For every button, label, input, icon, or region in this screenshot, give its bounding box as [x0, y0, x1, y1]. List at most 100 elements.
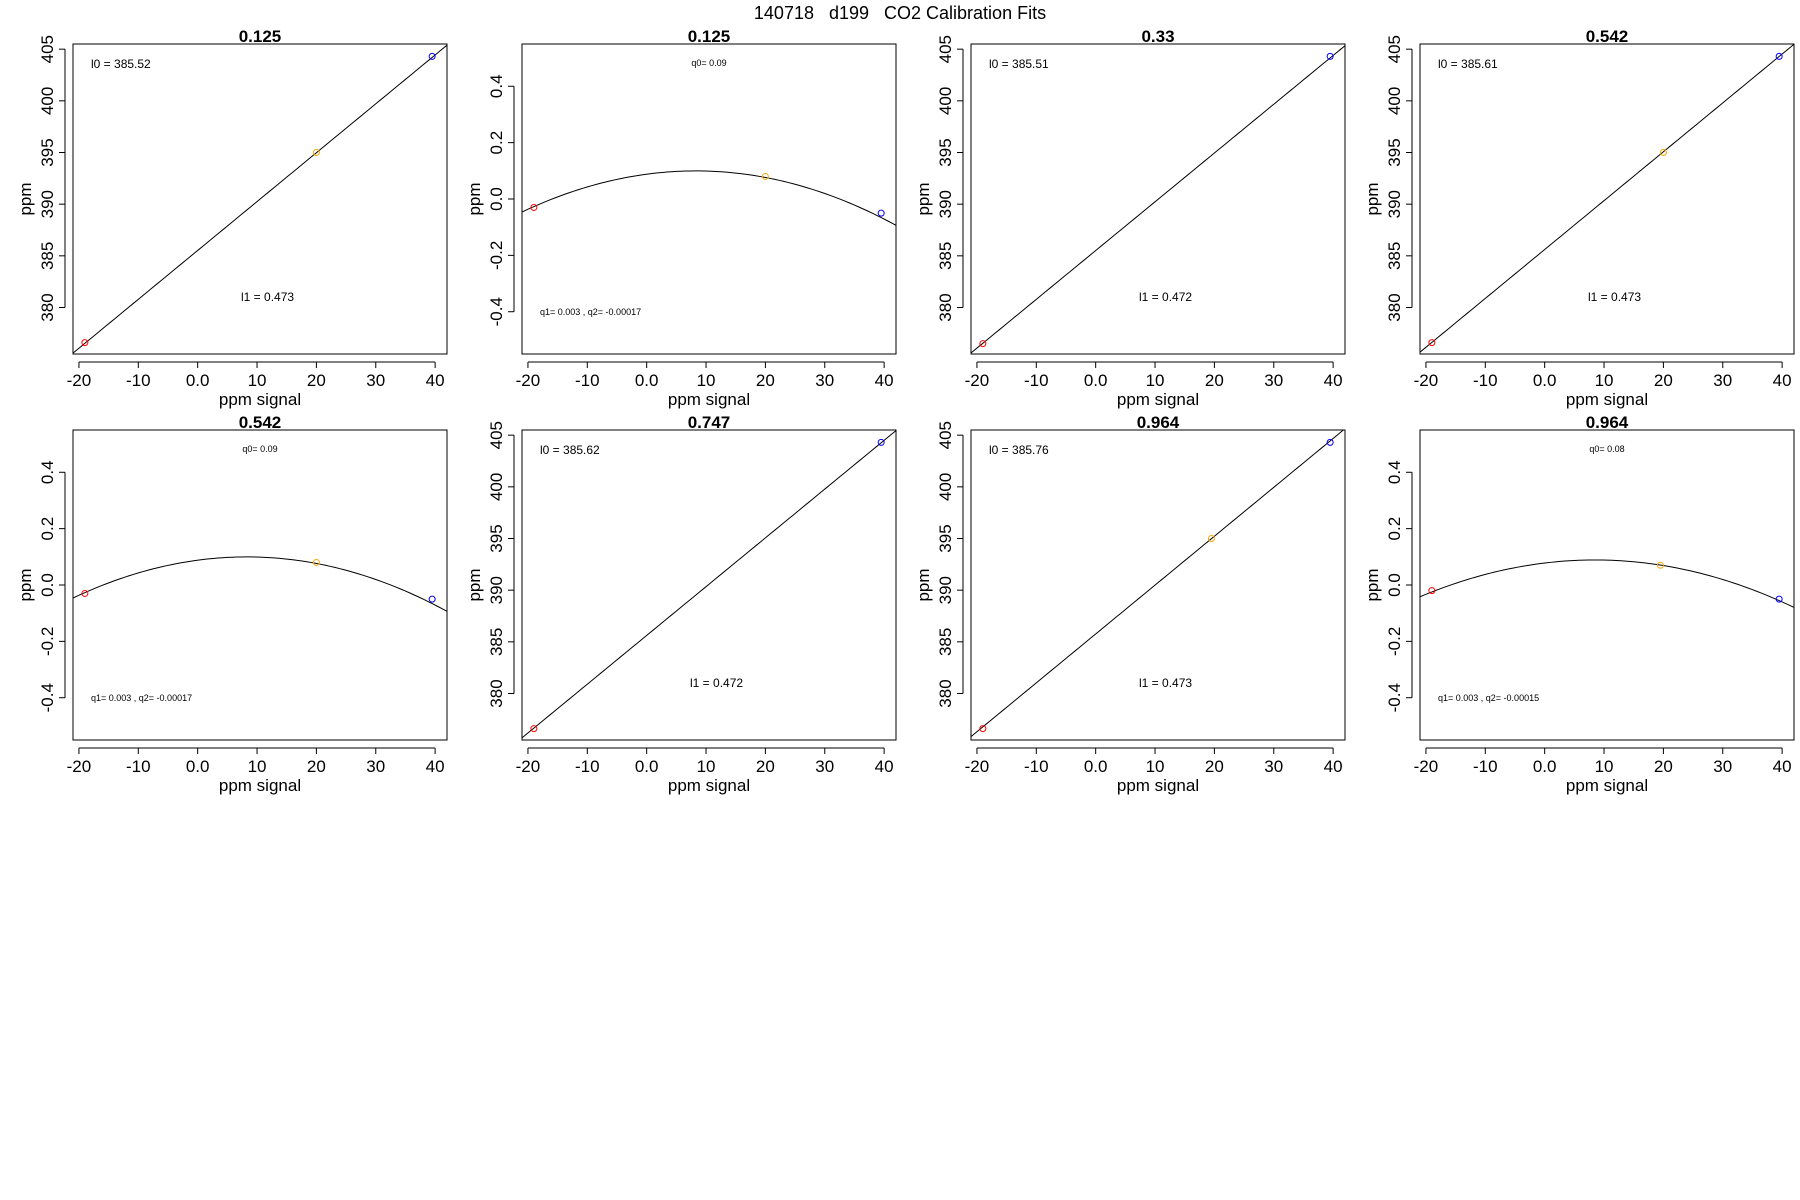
intercept-label: l0 = 385.76	[989, 443, 1049, 457]
x-tick-label: 40	[875, 371, 894, 390]
data-point	[81, 589, 89, 597]
y-tick-label: 385	[936, 242, 955, 270]
data-point	[428, 52, 436, 60]
x-tick-label: 40	[426, 371, 445, 390]
y-axis: 380 385 390 395 400 405	[1385, 35, 1413, 322]
panel-3: 0.33 -20 -10 0.0 10 20 30 40 ppm signal 380 385 390…	[914, 27, 1346, 409]
x-tick-label: 10	[697, 371, 716, 390]
fit-line	[971, 430, 1345, 738]
x-tick-label: 0.0	[635, 757, 659, 776]
x-tick-label: -20	[1414, 757, 1439, 776]
panel-6: 0.747 -20 -10 0.0 10 20 30 40 ppm signal 380 385 39…	[465, 413, 897, 795]
data-point	[979, 340, 987, 348]
panel-title: 0.125	[688, 27, 731, 46]
y-axis-label: ppm	[914, 568, 933, 601]
y-tick-label: 390	[487, 576, 506, 604]
x-tick-label: 10	[1595, 371, 1614, 390]
y-tick-label: 385	[936, 628, 955, 656]
intercept-label: l0 = 385.52	[91, 57, 151, 71]
y-tick-label: 0.2	[1385, 517, 1404, 541]
x-tick-label: 30	[366, 371, 385, 390]
panel-7: 0.964 -20 -10 0.0 10 20 30 40 ppm signal 380 385 39…	[914, 413, 1346, 795]
slope-label: l1 = 0.472	[1139, 290, 1192, 304]
fit-line	[73, 44, 447, 354]
fit-line	[522, 170, 896, 226]
x-tick-label: 30	[815, 757, 834, 776]
panel-5: 0.542 -20 -10 0.0 10 20 30 40 ppm signal -0.4 -0.2…	[16, 413, 448, 795]
x-tick-label: 30	[366, 757, 385, 776]
y-tick-label: 390	[936, 190, 955, 218]
x-axis-label: ppm signal	[219, 390, 301, 409]
x-tick-label: 0.0	[186, 371, 210, 390]
data-point	[428, 595, 436, 603]
y-axis-label: ppm	[465, 182, 484, 215]
y-axis-label: ppm	[16, 182, 35, 215]
intercept-label: l0 = 385.61	[1438, 57, 1498, 71]
x-axis-label: ppm signal	[1117, 390, 1199, 409]
x-tick-label: -10	[1473, 757, 1498, 776]
x-tick-label: -10	[575, 757, 600, 776]
y-tick-label: 395	[38, 138, 57, 166]
y-axis: -0.4 -0.2 0.0 0.2 0.4	[1385, 460, 1413, 712]
data-point	[1656, 561, 1664, 569]
x-tick-label: 40	[1773, 371, 1792, 390]
x-tick-label: 0.0	[635, 371, 659, 390]
slope-label: l1 = 0.473	[241, 290, 294, 304]
x-tick-label: -10	[126, 757, 151, 776]
plot-frame	[1419, 43, 1795, 355]
x-tick-label: 20	[307, 371, 326, 390]
x-tick-label: -20	[516, 757, 541, 776]
figure-title: 140718 d199 CO2 Calibration Fits	[753, 3, 1047, 23]
x-axis: -20 -10 0.0 10 20 30 40	[516, 747, 894, 776]
x-tick-label: 10	[248, 371, 267, 390]
y-tick-label: 395	[487, 524, 506, 552]
y-tick-label: 0.4	[1385, 460, 1404, 484]
y-tick-label: 395	[936, 524, 955, 552]
plot-frame	[970, 429, 1346, 741]
plot-frame	[1419, 429, 1795, 741]
panel-title: 0.542	[239, 413, 282, 432]
panel-2: 0.125 -20 -10 0.0 10 20 30 40 ppm signal -0.4 -0.2…	[465, 27, 897, 409]
plot-frame	[521, 43, 897, 355]
y-axis-label: ppm	[914, 182, 933, 215]
y-tick-label: 390	[1385, 190, 1404, 218]
x-tick-label: 0.0	[1084, 371, 1108, 390]
x-tick-label: 30	[1713, 757, 1732, 776]
data-point	[1775, 52, 1783, 60]
data-point	[312, 149, 320, 156]
x-tick-label: 0.0	[1533, 757, 1557, 776]
x-tick-label: 20	[1205, 757, 1224, 776]
y-tick-label: -0.2	[38, 627, 57, 656]
y-tick-label: 0.2	[38, 517, 57, 541]
y-tick-label: 385	[38, 242, 57, 270]
plot-frame	[72, 43, 448, 355]
x-tick-label: 20	[1205, 371, 1224, 390]
q1-q2-label: q1= 0.003 , q2= -0.00015	[1438, 693, 1539, 703]
x-tick-label: 20	[756, 757, 775, 776]
data-point	[979, 725, 987, 733]
fit-line	[971, 45, 1345, 354]
fit-line-group	[971, 45, 1345, 354]
y-tick-label: 385	[487, 628, 506, 656]
fit-line-group	[1420, 44, 1794, 353]
slope-label: l1 = 0.473	[1139, 676, 1192, 690]
plot-frame	[970, 43, 1346, 355]
y-tick-label: 390	[38, 190, 57, 218]
x-tick-label: -10	[126, 371, 151, 390]
y-tick-label: 0.0	[38, 573, 57, 597]
x-tick-label: 10	[248, 757, 267, 776]
plot-frame	[521, 429, 897, 741]
x-axis-label: ppm signal	[668, 776, 750, 795]
x-axis-label: ppm signal	[1566, 390, 1648, 409]
q1-q2-label: q1= 0.003 , q2= -0.00017	[91, 693, 192, 703]
y-tick-label: -0.4	[487, 297, 506, 326]
x-axis: -20 -10 0.0 10 20 30 40	[516, 361, 894, 390]
x-tick-label: 40	[875, 757, 894, 776]
x-axis: -20 -10 0.0 10 20 30 40	[1414, 361, 1792, 390]
x-tick-label: 30	[1264, 757, 1283, 776]
fit-line-group	[522, 170, 896, 226]
data-point	[530, 203, 538, 211]
y-tick-label: 380	[38, 293, 57, 321]
x-tick-label: 30	[1264, 371, 1283, 390]
x-tick-label: -10	[1024, 757, 1049, 776]
